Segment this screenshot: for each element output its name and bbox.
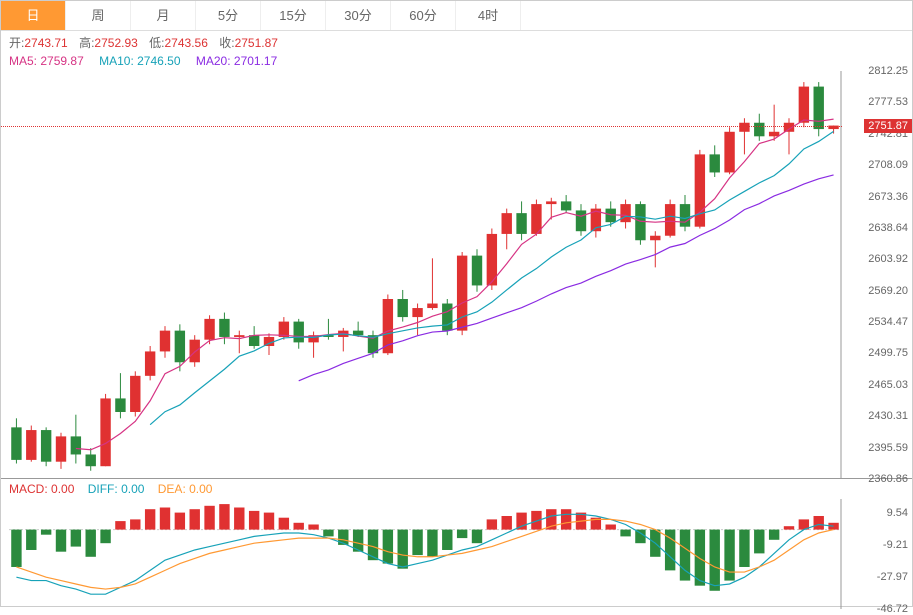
- macd-y-tick: -27.97: [877, 571, 908, 583]
- y-tick: 2430.31: [868, 410, 908, 422]
- open-value: 2743.71: [24, 36, 67, 50]
- low-value: 2743.56: [165, 36, 208, 50]
- y-tick: 2708.09: [868, 159, 908, 171]
- ma20-label: MA20:: [196, 54, 231, 68]
- diff-value: 0.00: [121, 482, 144, 496]
- high-label: 高:: [79, 36, 94, 50]
- macd-value: 0.00: [51, 482, 74, 496]
- ma5-label: MA5:: [9, 54, 37, 68]
- tab-4时[interactable]: 4时: [456, 1, 521, 30]
- y-tick: 2465.03: [868, 379, 908, 391]
- tab-月[interactable]: 月: [131, 1, 196, 30]
- y-tick: 2395.59: [868, 442, 908, 454]
- tab-日[interactable]: 日: [1, 1, 66, 30]
- y-tick: 2569.20: [868, 285, 908, 297]
- macd-label-row: MACD: 0.00 DIFF: 0.00 DEA: 0.00: [1, 479, 912, 499]
- stock-chart-container: 日周月5分15分30分60分4时 开:2743.71 高:2752.93 低:2…: [0, 0, 913, 607]
- ma10-label: MA10:: [99, 54, 134, 68]
- close-value: 2751.87: [235, 36, 278, 50]
- ma5-value: 2759.87: [40, 54, 83, 68]
- dea-label: DEA:: [158, 482, 186, 496]
- y-tick: 2777.53: [868, 96, 908, 108]
- dea-value: 0.00: [189, 482, 212, 496]
- diff-label: DIFF:: [88, 482, 118, 496]
- candlestick-chart[interactable]: 2812.252777.532742.812708.092673.362638.…: [1, 71, 912, 479]
- macd-label: MACD:: [9, 482, 48, 496]
- tab-15分[interactable]: 15分: [261, 1, 326, 30]
- y-tick: 2673.36: [868, 191, 908, 203]
- timeframe-tabs: 日周月5分15分30分60分4时: [1, 1, 912, 31]
- open-label: 开:: [9, 36, 24, 50]
- y-tick: 2499.75: [868, 347, 908, 359]
- high-value: 2752.93: [94, 36, 137, 50]
- macd-chart[interactable]: 9.54-9.21-27.97-46.72: [1, 499, 912, 609]
- tab-周[interactable]: 周: [66, 1, 131, 30]
- low-label: 低:: [149, 36, 164, 50]
- y-tick: 2603.92: [868, 253, 908, 265]
- close-label: 收:: [219, 36, 234, 50]
- macd-y-tick: -46.72: [877, 603, 908, 615]
- tab-60分[interactable]: 60分: [391, 1, 456, 30]
- tab-5分[interactable]: 5分: [196, 1, 261, 30]
- last-price-tag: 2751.87: [864, 119, 912, 133]
- last-price-line: [1, 126, 842, 127]
- y-tick: 2812.25: [868, 65, 908, 77]
- y-tick: 2638.64: [868, 222, 908, 234]
- ohlc-row: 开:2743.71 高:2752.93 低:2743.56 收:2751.87: [1, 31, 912, 54]
- ma20-value: 2701.17: [234, 54, 277, 68]
- macd-y-tick: -9.21: [883, 539, 908, 551]
- tab-30分[interactable]: 30分: [326, 1, 391, 30]
- ma-row: MA5: 2759.87 MA10: 2746.50 MA20: 2701.17: [1, 54, 912, 71]
- y-tick: 2360.86: [868, 473, 908, 485]
- y-tick: 2534.47: [868, 316, 908, 328]
- ma10-value: 2746.50: [137, 54, 180, 68]
- macd-y-tick: 9.54: [887, 507, 908, 519]
